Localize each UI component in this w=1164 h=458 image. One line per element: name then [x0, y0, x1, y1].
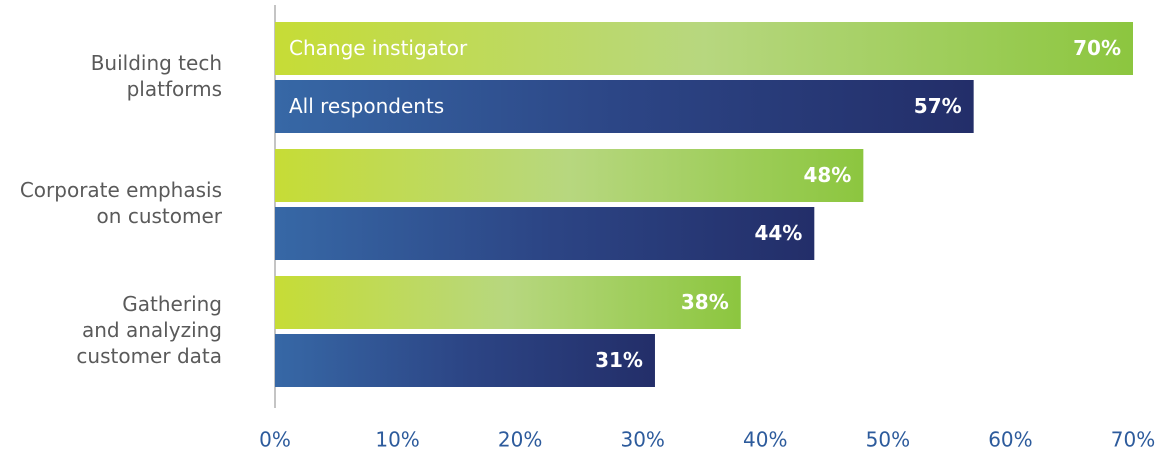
series-label: All respondents	[289, 94, 444, 118]
bar	[275, 149, 864, 202]
bar	[275, 22, 1133, 75]
value-label: 38%	[681, 290, 729, 314]
x-tick-label: 30%	[620, 428, 664, 452]
bar	[275, 276, 741, 329]
x-tick-label: 20%	[498, 428, 542, 452]
category-label: platforms	[127, 77, 222, 101]
x-tick-label: 10%	[375, 428, 419, 452]
category-label: Gathering	[122, 292, 222, 316]
x-tick-label: 50%	[866, 428, 910, 452]
x-tick-label: 60%	[988, 428, 1032, 452]
category-label: on customer	[97, 204, 223, 228]
bar	[275, 334, 655, 387]
bar	[275, 207, 815, 260]
category-label: and analyzing	[82, 318, 222, 342]
value-label: 57%	[914, 94, 962, 118]
category-label: Corporate emphasis	[20, 178, 222, 202]
series-label: Change instigator	[289, 36, 468, 60]
x-tick-label: 70%	[1111, 428, 1155, 452]
bar	[275, 80, 974, 133]
value-label: 70%	[1073, 36, 1121, 60]
category-label: customer data	[76, 344, 222, 368]
value-label: 31%	[595, 348, 643, 372]
x-tick-label: 40%	[743, 428, 787, 452]
x-tick-label: 0%	[259, 428, 291, 452]
value-label: 48%	[803, 163, 851, 187]
value-label: 44%	[754, 221, 802, 245]
category-label: Building tech	[91, 51, 222, 75]
